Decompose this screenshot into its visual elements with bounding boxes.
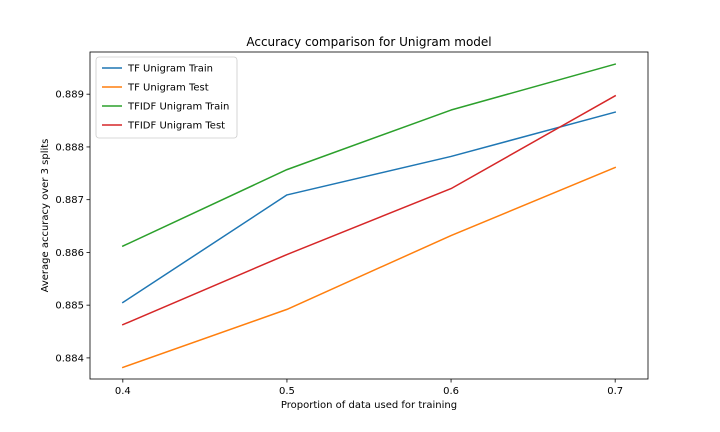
y-tick-label: 0.889 [55, 90, 84, 101]
legend-label-1: TF Unigram Test [127, 83, 209, 94]
series-line-3 [121, 94, 617, 326]
chart-title: Accuracy comparison for Unigram model [246, 35, 491, 49]
x-tick-label: 0.6 [443, 386, 459, 397]
x-axis-label: Proportion of data used for training [281, 400, 457, 411]
x-tick-label: 0.5 [279, 386, 295, 397]
y-tick-label: 0.888 [55, 142, 84, 153]
y-tick-label: 0.887 [55, 195, 84, 206]
plot-area [121, 63, 617, 369]
legend-box [95, 56, 238, 139]
y-axis: 0.884 0.885 0.886 0.887 0.888 0.889 [55, 90, 90, 364]
y-tick-label: 0.884 [55, 353, 84, 364]
axes-frame [89, 51, 649, 380]
legend-label-2: TFIDF Unigram Train [127, 102, 229, 113]
legend-label-0: TF Unigram Train [127, 64, 213, 75]
series-line-2 [121, 63, 617, 248]
y-tick-label: 0.886 [55, 248, 84, 259]
x-tick-label: 0.7 [607, 386, 623, 397]
legend-label-3: TFIDF Unigram Test [127, 121, 225, 132]
x-axis: 0.4 0.5 0.6 0.7 [115, 379, 623, 397]
y-axis-label: Average accuracy over 3 splits [40, 139, 51, 293]
y-tick-label: 0.885 [55, 301, 84, 312]
x-tick-label: 0.4 [115, 386, 131, 397]
legend: TF Unigram Train TF Unigram Test TFIDF Uni… [95, 56, 238, 139]
series-line-0 [121, 111, 617, 304]
series-line-1 [121, 166, 617, 369]
